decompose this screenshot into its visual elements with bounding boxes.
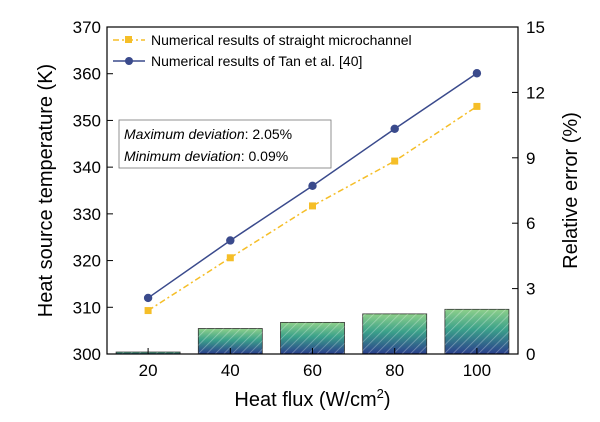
tick-labels-layer: 20 40 60 80 100 300 310 320 330 340 350 360 370 0 3 6 9 1… [73, 18, 545, 380]
legend-marker-circle [125, 57, 133, 65]
x-axis-title-superscript: 2 [377, 386, 384, 401]
legend-marker-square [125, 36, 132, 43]
x-tick-label: 80 [385, 361, 404, 380]
y-left-tick-label: 350 [73, 111, 101, 130]
series-point-tan [308, 181, 317, 191]
series-point-straight [391, 157, 399, 165]
series-point-straight [309, 202, 316, 210]
error-bar-hatch [362, 313, 427, 354]
ticks-layer [107, 26, 518, 355]
y-right-tick-label: 0 [526, 345, 535, 364]
x-tick-label: 60 [303, 361, 322, 380]
y-right-tick-label: 12 [526, 83, 545, 102]
legend-label-straight: Numerical results of straight microchann… [151, 32, 412, 48]
error-bar-hatch [444, 309, 509, 354]
annotation-max: Maximum deviation: 2.05% [124, 126, 292, 142]
series-point-tan [390, 124, 399, 134]
y-right-tick-label: 9 [526, 149, 535, 168]
y-left-tick-label: 360 [73, 65, 101, 84]
legend-label-tan: Numerical results of Tan et al. [40] [151, 53, 362, 69]
bar-layer [115, 308, 510, 355]
series-point-straight [144, 307, 152, 315]
line-layer [143, 69, 482, 315]
y-left-tick-label: 370 [73, 18, 101, 37]
annotation-min: Minimum deviation: 0.09% [124, 148, 288, 164]
series-line-straight [147, 105, 478, 312]
y-left-tick-label: 340 [73, 158, 101, 177]
y-left-tick-label: 320 [73, 252, 101, 271]
y-left-tick-label: 310 [73, 298, 101, 317]
x-tick-label: 100 [463, 361, 491, 380]
y-axis-right-title: Relative error (%) [560, 112, 582, 269]
y-axis-left-title: Heat source temperature (K) [35, 64, 57, 317]
plot-frame [106, 26, 519, 355]
y-right-tick-label: 3 [526, 280, 535, 299]
y-right-tick-label: 6 [526, 214, 535, 233]
legend: Numerical results of straight microchann… [113, 32, 412, 69]
annotation-box [118, 119, 332, 169]
y-right-tick-label: 15 [526, 18, 545, 37]
deviation-annotation: Maximum deviation: 2.05% Minimum deviati… [118, 119, 332, 169]
series-point-tan [472, 69, 482, 78]
y-left-tick-label: 330 [73, 205, 101, 224]
series-point-tan [226, 236, 235, 245]
series-point-straight [226, 254, 234, 262]
x-axis-title: Heat flux (W/cm2) [234, 386, 390, 411]
x-tick-label: 40 [221, 361, 240, 380]
y-left-tick-label: 300 [73, 345, 101, 364]
series-point-tan [143, 293, 153, 303]
series-point-straight [473, 102, 481, 110]
x-tick-label: 20 [139, 361, 158, 380]
